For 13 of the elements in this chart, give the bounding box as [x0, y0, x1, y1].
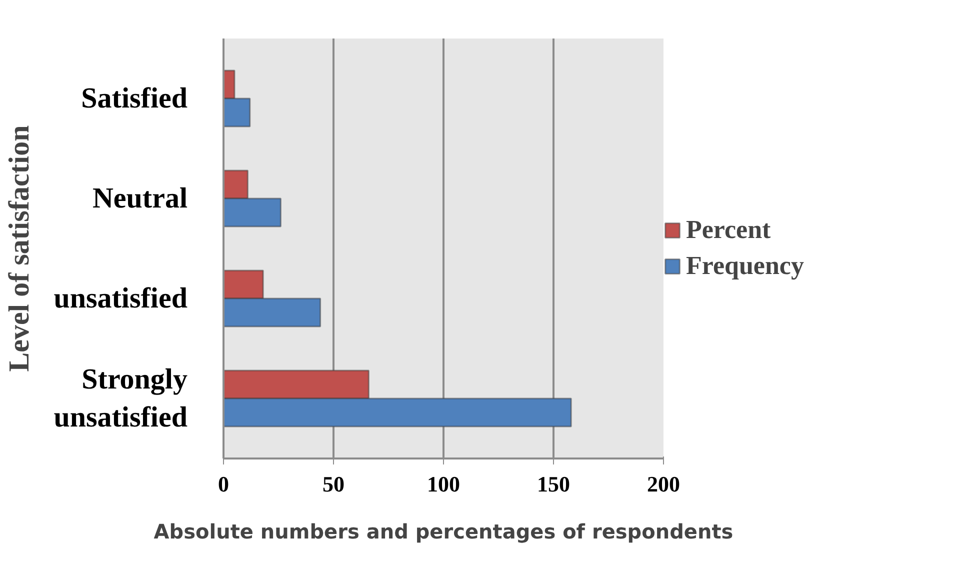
x-tick-label: 200 [647, 472, 680, 496]
x-tick-label: 150 [537, 472, 570, 496]
x-axis-title: Absolute numbers and percentages of respondents [154, 520, 734, 544]
y-tick-label: unsatisfied [54, 282, 188, 314]
legend-label: Percent [686, 215, 771, 245]
y-tick-label: Satisfied [81, 82, 188, 114]
y-axis-title: Level of satisfaction [4, 125, 36, 372]
y-tick-label: Strongly unsatisfied [54, 363, 188, 434]
legend-label: Frequency [686, 251, 804, 281]
y-tick-label: Neutral [92, 182, 188, 214]
x-tick-label: 50 [322, 472, 344, 496]
x-tick-label: 100 [427, 472, 460, 496]
x-tick-label: 0 [218, 472, 229, 496]
